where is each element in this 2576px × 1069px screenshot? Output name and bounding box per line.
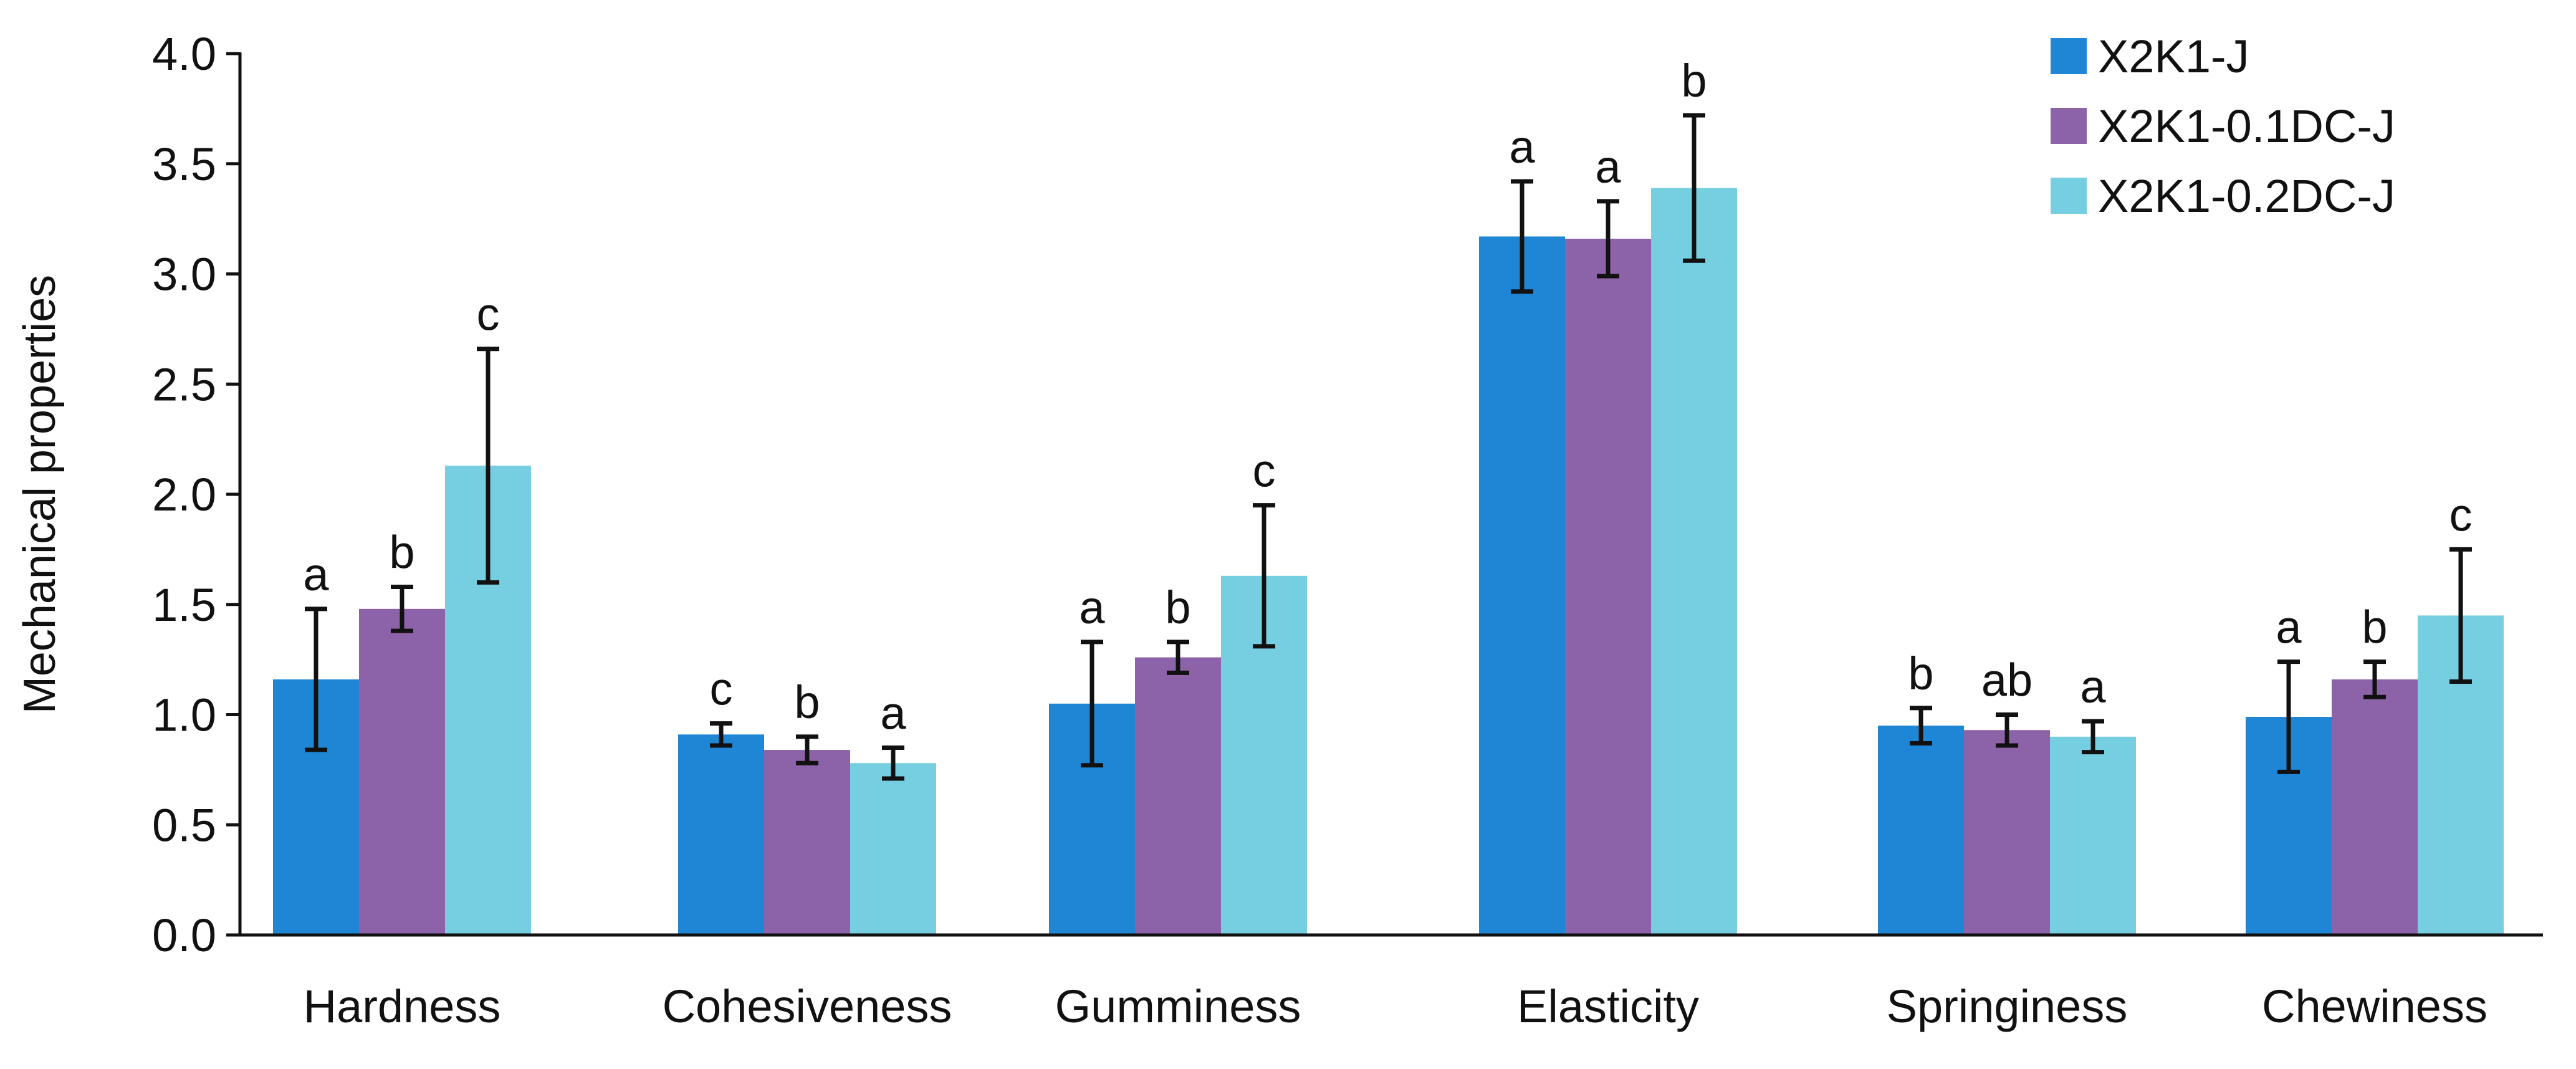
significance-label: c xyxy=(2449,489,2473,540)
legend-label: X2K1-0.2DC-J xyxy=(2098,170,2395,222)
legend-swatch xyxy=(2051,178,2087,214)
significance-label: b xyxy=(2362,602,2387,653)
significance-label: b xyxy=(1681,55,1707,107)
y-tick-label: 1.0 xyxy=(152,689,216,741)
significance-label: a xyxy=(2080,661,2106,712)
y-tick-label: 0.0 xyxy=(152,909,216,961)
significance-label: c xyxy=(477,289,500,340)
significance-label: ab xyxy=(1981,654,2033,706)
bar xyxy=(764,750,850,935)
significance-label: a xyxy=(1509,121,1535,173)
bar xyxy=(1565,238,1651,936)
bar xyxy=(1651,188,1737,935)
legend-label: X2K1-J xyxy=(2098,31,2249,82)
significance-label: b xyxy=(389,526,414,578)
x-category-label: Cohesiveness xyxy=(663,980,952,1032)
y-tick-label: 4.0 xyxy=(152,28,216,80)
significance-label: a xyxy=(303,549,329,600)
legend-label: X2K1-0.1DC-J xyxy=(2098,100,2395,152)
x-category-label: Chewiness xyxy=(2262,980,2487,1032)
bar xyxy=(1878,726,1964,935)
y-tick-label: 3.5 xyxy=(152,138,216,190)
bar xyxy=(1964,730,2050,935)
y-tick-label: 1.5 xyxy=(152,579,216,631)
x-category-label: Gumminess xyxy=(1055,980,1301,1032)
x-category-label: Hardness xyxy=(304,980,501,1032)
x-category-label: Springiness xyxy=(1887,980,2128,1032)
bar xyxy=(850,763,936,935)
significance-label: a xyxy=(880,688,906,739)
y-axis-title: Mechanical properties xyxy=(15,275,65,714)
y-tick-label: 2.0 xyxy=(152,469,216,520)
bar xyxy=(2050,736,2136,935)
y-tick-label: 0.5 xyxy=(152,799,216,851)
y-tick-label: 3.0 xyxy=(152,249,216,300)
significance-label: b xyxy=(1165,582,1190,633)
y-tick-label: 2.5 xyxy=(152,358,216,410)
significance-label: a xyxy=(1079,582,1105,633)
significance-label: c xyxy=(1253,445,1276,497)
significance-label: b xyxy=(794,676,820,728)
significance-label: b xyxy=(1908,648,1933,699)
bar xyxy=(1135,657,1221,935)
bar xyxy=(2332,679,2418,935)
bar xyxy=(359,608,445,935)
significance-label: c xyxy=(710,663,733,715)
significance-label: a xyxy=(1595,141,1621,193)
bar xyxy=(678,734,764,935)
legend-swatch xyxy=(2051,108,2087,144)
significance-label: a xyxy=(2276,602,2302,653)
legend-swatch xyxy=(2051,38,2087,74)
x-category-label: Elasticity xyxy=(1517,980,1699,1032)
bar xyxy=(1479,236,1565,935)
